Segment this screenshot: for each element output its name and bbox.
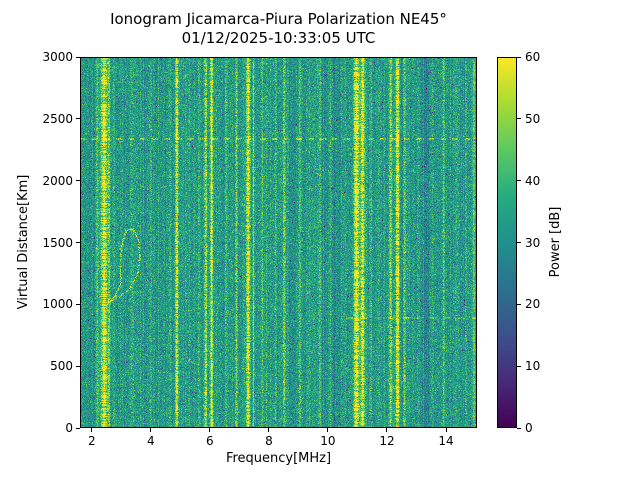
colorbar-tick-mark bbox=[517, 427, 521, 429]
y-tick-label: 3000 bbox=[42, 50, 73, 64]
colorbar-tick-mark bbox=[517, 180, 521, 182]
y-tick-mark bbox=[76, 118, 80, 120]
colorbar-tick-label: 60 bbox=[525, 50, 541, 64]
y-tick-mark bbox=[76, 303, 80, 305]
x-tick-mark bbox=[327, 428, 329, 432]
chart-subtitle-timestamp: 01/12/2025-10:33:05 UTC bbox=[181, 29, 376, 47]
x-tick-label: 2 bbox=[87, 434, 96, 448]
colorbar-tick-mark bbox=[517, 242, 521, 243]
ionogram-heatmap bbox=[80, 57, 477, 428]
colorbar-tick-mark bbox=[517, 118, 521, 120]
x-tick-label: 12 bbox=[379, 434, 395, 448]
x-tick-mark bbox=[445, 428, 447, 432]
x-tick-mark bbox=[209, 428, 211, 432]
y-tick-mark bbox=[76, 56, 80, 58]
y-tick-mark bbox=[76, 242, 80, 243]
colorbar-tick-mark bbox=[517, 56, 521, 58]
colorbar-tick-label: 0 bbox=[525, 421, 533, 435]
x-tick-mark bbox=[268, 428, 270, 432]
y-tick-mark bbox=[76, 365, 80, 367]
x-tick-label: 14 bbox=[438, 434, 454, 448]
x-tick-mark bbox=[91, 428, 93, 432]
x-tick-label: 10 bbox=[320, 434, 336, 448]
x-tick-label: 4 bbox=[147, 434, 155, 448]
x-tick-mark bbox=[150, 428, 152, 432]
y-tick-label: 2500 bbox=[42, 111, 73, 126]
x-tick-label: 6 bbox=[206, 434, 214, 448]
colorbar-tick-label: 20 bbox=[525, 297, 541, 312]
y-tick-label: 1000 bbox=[42, 297, 73, 312]
y-tick-label: 0 bbox=[65, 421, 73, 435]
x-tick-label: 8 bbox=[265, 434, 273, 448]
y-tick-mark bbox=[76, 180, 80, 182]
colorbar-tick-mark bbox=[517, 303, 521, 305]
y-tick-label: 2000 bbox=[42, 173, 73, 188]
y-tick-label: 500 bbox=[50, 359, 73, 374]
colorbar-tick-label: 10 bbox=[525, 359, 541, 374]
x-tick-mark bbox=[386, 428, 388, 432]
colorbar-tick-label: 30 bbox=[525, 235, 541, 250]
y-tick-mark bbox=[76, 427, 80, 429]
colorbar-gradient bbox=[497, 57, 517, 428]
y-axis-label: Virtual Distance[Km] bbox=[16, 174, 31, 310]
x-axis-label: Frequency[MHz] bbox=[225, 451, 332, 466]
colorbar-tick-label: 40 bbox=[525, 173, 541, 188]
chart-title: Ionogram Jicamarca-Piura Polarization NE… bbox=[110, 10, 447, 28]
colorbar-tick-label: 50 bbox=[525, 111, 541, 126]
colorbar-tick-mark bbox=[517, 365, 521, 367]
y-tick-label: 1500 bbox=[42, 235, 73, 250]
